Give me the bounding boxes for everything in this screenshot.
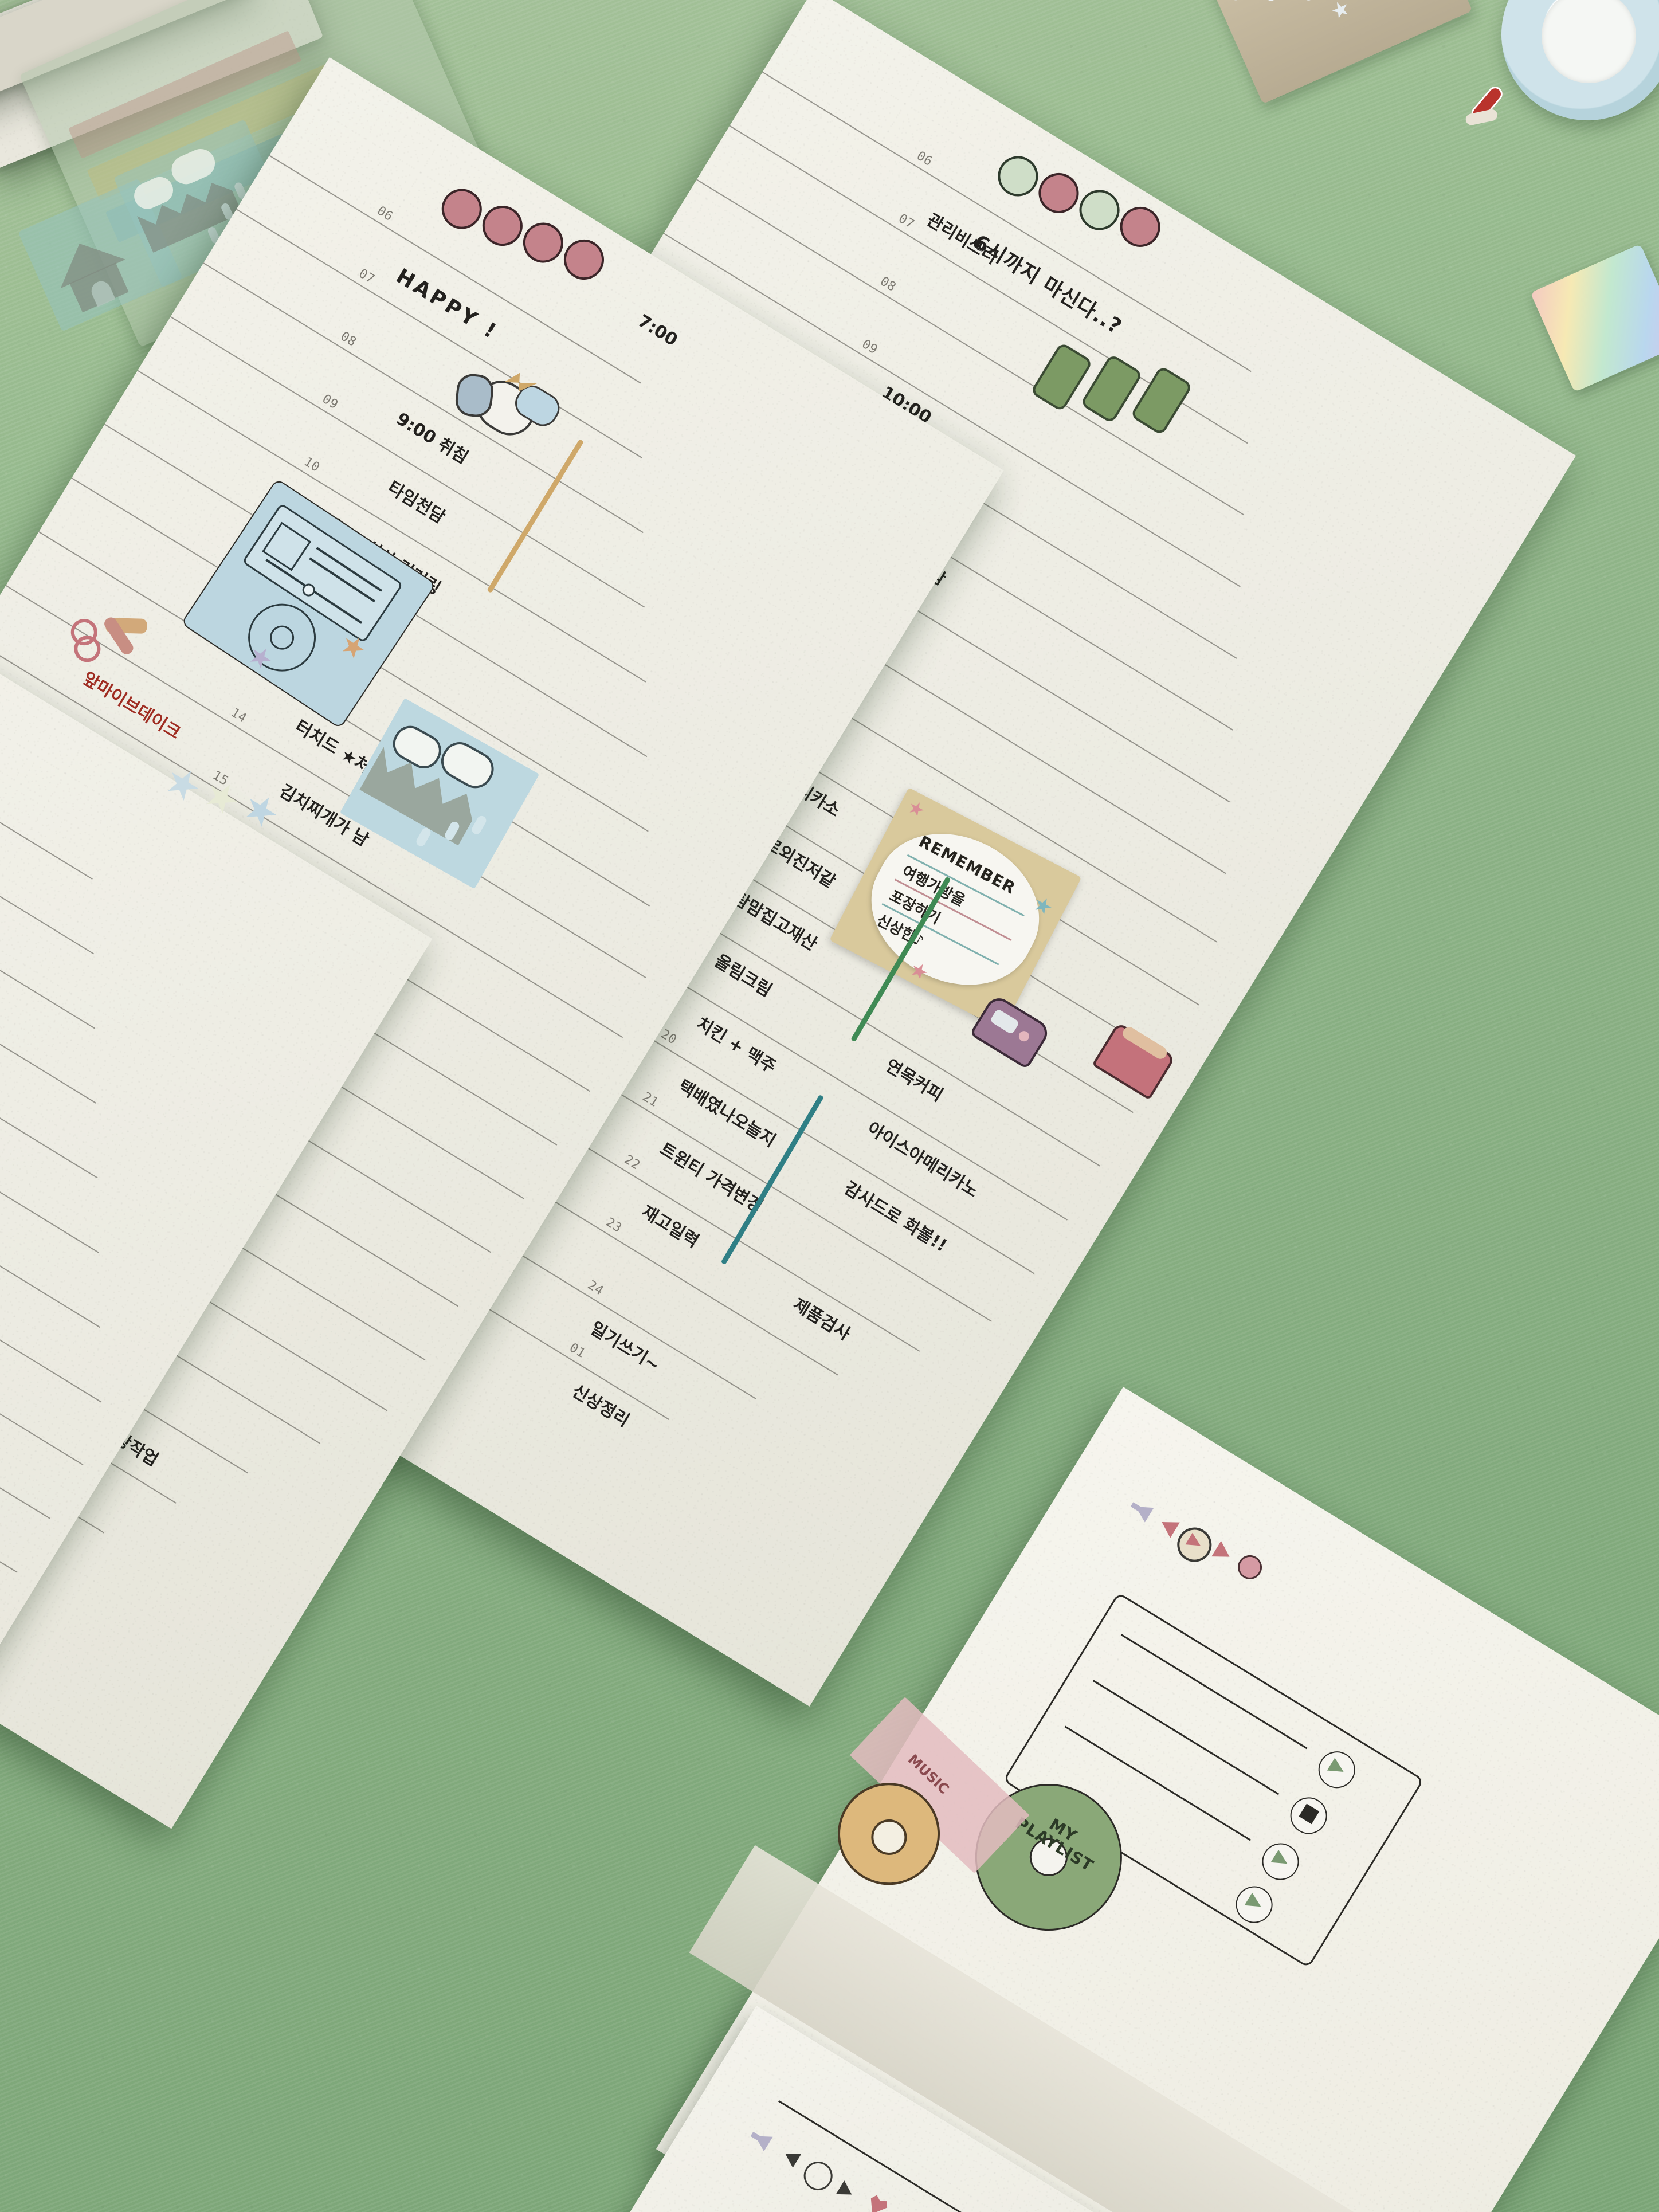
right-entry: 제품검사 [789, 1295, 854, 1345]
apple-sticker-red [1031, 165, 1087, 221]
right-entry: 신상정리 [568, 1380, 633, 1431]
scissors-sticker [60, 591, 154, 678]
right-entry: 트윈티 가격변경 [656, 1139, 766, 1217]
right-entry: 재고일력 [637, 1202, 703, 1252]
apple-sticker-red [434, 181, 489, 237]
dot-washi-roll[interactable] [1209, 0, 1473, 104]
apple-sticker-red [556, 232, 612, 288]
apple-sticker-red [515, 215, 571, 270]
right-entry: 올림크림 [711, 951, 775, 1001]
music-player-sticker[interactable] [181, 478, 437, 730]
apple-sticker-red [1112, 199, 1168, 255]
right-entry: 연목커피 [881, 1056, 947, 1106]
media-bar-sticker[interactable] [1119, 1476, 1296, 1615]
apple-sticker-green [1072, 182, 1127, 238]
right-entry: 택배였나오늘지 [674, 1076, 779, 1151]
remember-memo-note[interactable]: REMEMBER 여행가방을 포장하기 신상한♪ [829, 787, 1082, 1030]
apple-sticker-green [990, 148, 1046, 204]
center-entry: 7:00 [634, 311, 681, 351]
right-entry: 일기쓰기~ [586, 1318, 664, 1376]
happy-banner: HAPPY ! [391, 264, 503, 345]
right-entry: 감사드로 화볼!! [840, 1178, 951, 1256]
apple-sticker-red [474, 198, 530, 254]
cloud-rain-sticker [339, 698, 540, 889]
pink-cake-sticker [1092, 1022, 1176, 1100]
rainbow-holo-sticker[interactable] [1530, 244, 1659, 393]
tan-accent-line [487, 439, 584, 594]
right-entry: 치킨 + 맥주 [692, 1013, 780, 1078]
